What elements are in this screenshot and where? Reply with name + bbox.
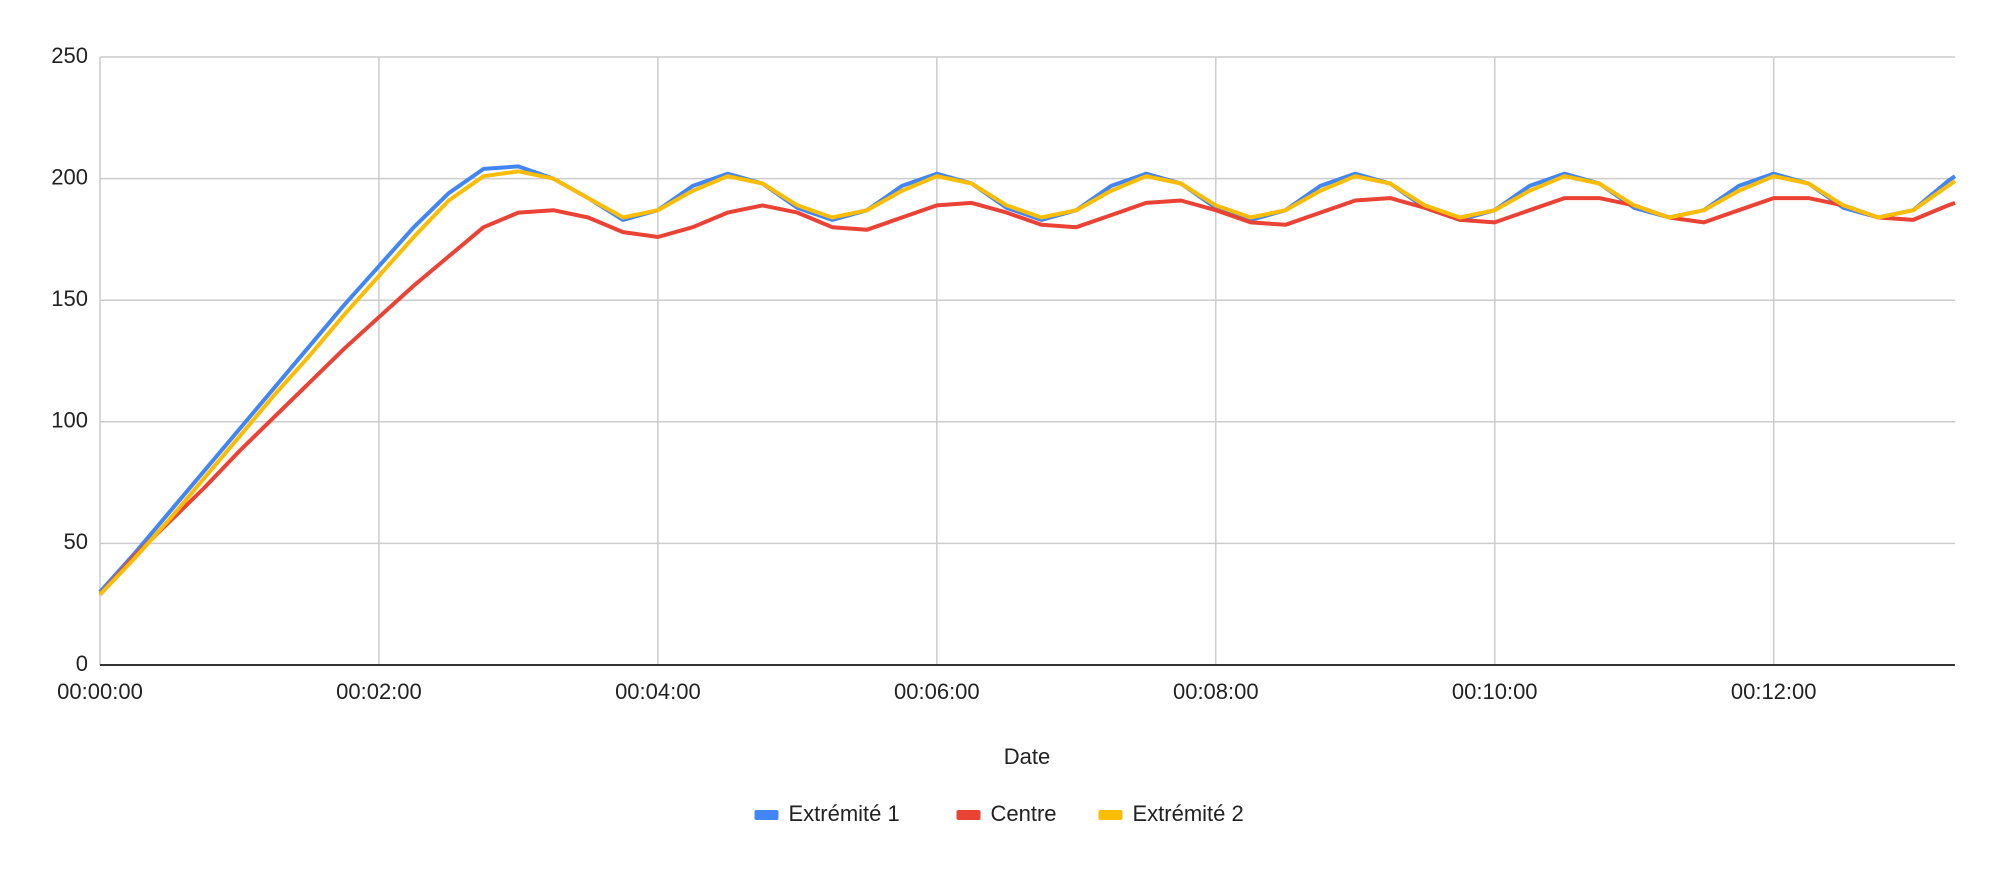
legend-label: Extrémité 2: [1133, 801, 1244, 826]
y-tick-label: 150: [51, 286, 88, 311]
y-tick-label: 250: [51, 43, 88, 68]
series-line: [98, 169, 1957, 596]
x-axis-label: Date: [1004, 744, 1050, 769]
x-tick-label: 00:00:00: [57, 679, 143, 704]
y-tick-label: 50: [64, 529, 88, 554]
x-tick-label: 00:02:00: [336, 679, 422, 704]
x-tick-label: 00:06:00: [894, 679, 980, 704]
y-tick-label: 0: [76, 651, 88, 676]
x-tick-label: 00:12:00: [1731, 679, 1817, 704]
legend-swatch: [754, 810, 779, 820]
x-tick-label: 00:04:00: [615, 679, 701, 704]
legend-label: Centre: [991, 801, 1057, 826]
x-tick-label: 00:08:00: [1173, 679, 1259, 704]
x-tick-label: 00:10:00: [1452, 679, 1538, 704]
legend-label: Extrémité 1: [789, 801, 900, 826]
legend-swatch: [956, 810, 981, 820]
legend-swatch: [1098, 810, 1123, 820]
y-tick-label: 100: [51, 408, 88, 433]
y-tick-label: 200: [51, 164, 88, 189]
